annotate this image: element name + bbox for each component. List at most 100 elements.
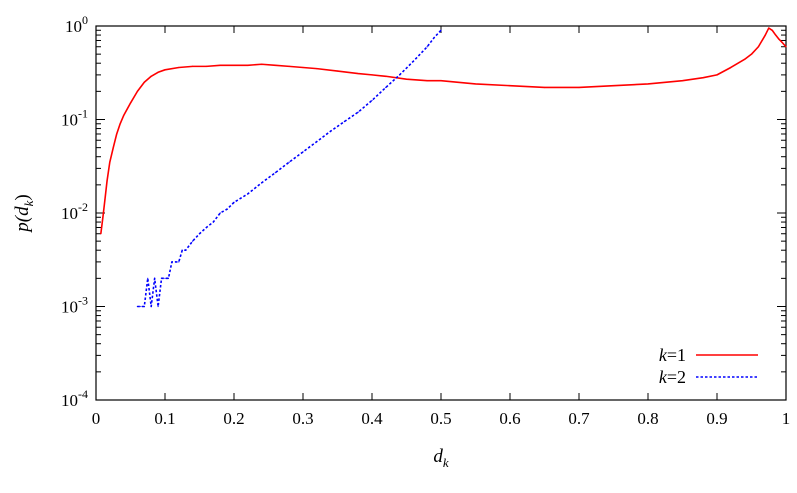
series-2-point <box>192 240 194 242</box>
x-tick-label: 0.9 <box>706 409 727 428</box>
series-1-point <box>785 46 787 48</box>
series-2-point <box>426 46 428 48</box>
y-tick-label: 10-3 <box>61 294 88 317</box>
series-1-point <box>164 69 166 71</box>
series-1-point <box>744 58 746 60</box>
series-1-point <box>543 86 546 89</box>
series-2-point <box>198 233 201 235</box>
legend-label-1: k=1 <box>659 345 686 365</box>
series-2-point <box>160 277 163 279</box>
series-2-point <box>150 305 152 308</box>
series-1-point <box>578 86 580 89</box>
x-tick-label: 1 <box>782 409 791 428</box>
x-tick-label: 0.6 <box>499 409 520 428</box>
x-tick-labels: 0 0.1 0.2 0.3 0.4 0.5 0.6 0.7 0.8 0.9 1 <box>92 409 791 428</box>
x-tick-label: 0.3 <box>292 409 313 428</box>
y-tick-label: 10-2 <box>61 200 88 223</box>
series-2-point <box>205 226 207 229</box>
y-tick-label: 100 <box>65 13 88 36</box>
series-1-point <box>771 29 773 31</box>
legend-label-2: k=2 <box>659 367 686 387</box>
series-2-point <box>181 249 183 251</box>
legend: k=1k=2 <box>659 345 758 387</box>
series-1-point <box>612 85 615 87</box>
x-tick-label: 0.4 <box>361 409 383 428</box>
x-tick-label: 0.2 <box>223 409 244 428</box>
series-1-point <box>274 64 276 66</box>
series-1-point <box>205 65 207 67</box>
x-tick-label: 0.1 <box>154 409 175 428</box>
x-tick-label: 0.8 <box>637 409 658 428</box>
series-2-point <box>440 29 442 31</box>
series-1-point <box>104 198 106 200</box>
series-line-2 <box>137 29 442 308</box>
series-2-point <box>288 161 290 163</box>
series-2-point <box>233 201 235 203</box>
series-1-point <box>405 78 408 80</box>
series-1-point <box>233 64 235 66</box>
series-2-point <box>302 151 304 153</box>
series-2-point <box>357 111 359 113</box>
x-tick-label: 0.5 <box>430 409 451 428</box>
series-1-point <box>219 64 221 66</box>
series-1-point <box>109 161 111 163</box>
series-1-point <box>302 66 304 69</box>
series-1-point <box>681 80 684 82</box>
series-2-point <box>219 212 221 214</box>
series-2-point <box>147 277 149 279</box>
series-1-point <box>730 66 732 69</box>
series-2-point <box>412 60 414 62</box>
series-2-point <box>385 86 387 89</box>
series-1-point <box>474 83 477 85</box>
series-1-point <box>336 70 339 72</box>
series-2-point <box>212 221 214 223</box>
series-1-point <box>178 66 180 69</box>
series-1-point <box>102 216 104 218</box>
y-tick-labels: 10-4 10-3 10-2 10-1 100 <box>61 13 88 410</box>
series-1-point <box>778 38 780 40</box>
series-1-point <box>261 63 263 65</box>
series-1-point <box>509 85 511 87</box>
series-1-point <box>768 27 770 29</box>
series-2-point <box>274 172 276 174</box>
axis-ticks <box>95 25 787 401</box>
series-1-point <box>647 83 649 85</box>
series-1-point <box>116 133 118 135</box>
series-1-point <box>129 102 132 104</box>
series-1-point <box>775 34 777 36</box>
series-1-point <box>781 42 784 44</box>
series-1-point <box>123 115 125 117</box>
series-1-point <box>385 75 387 77</box>
x-tick-label: 0 <box>92 409 101 428</box>
series-2-point <box>371 99 373 102</box>
series-2-point <box>433 37 435 39</box>
y-axis-title: p(dk) <box>12 194 36 233</box>
y-tick-label: 10-4 <box>61 387 88 410</box>
series-1-point <box>100 233 102 235</box>
series-1-point <box>157 71 159 73</box>
series-1-point <box>716 74 718 76</box>
series-2-point <box>343 120 345 123</box>
series-2-point <box>399 74 401 76</box>
series-2-point <box>157 305 159 308</box>
series-1-point <box>136 90 138 92</box>
series-2-point <box>164 277 166 279</box>
series-2-point <box>185 249 187 251</box>
series-1-point <box>357 72 359 75</box>
plot-frame <box>95 25 787 401</box>
series-2-point <box>178 261 180 263</box>
series-1-point <box>371 74 373 76</box>
series-1-point <box>440 80 442 82</box>
series-1-point <box>288 65 290 67</box>
series-2-point <box>247 193 249 195</box>
series-2-point <box>330 130 332 132</box>
series-1-point <box>143 81 145 83</box>
series-2-point <box>143 305 145 308</box>
series-1-point <box>112 147 114 149</box>
series-1-point <box>192 65 194 67</box>
series-layer <box>100 27 787 308</box>
series-1-point <box>316 68 318 70</box>
series-1-point <box>150 75 152 77</box>
series-2-point <box>261 182 263 184</box>
